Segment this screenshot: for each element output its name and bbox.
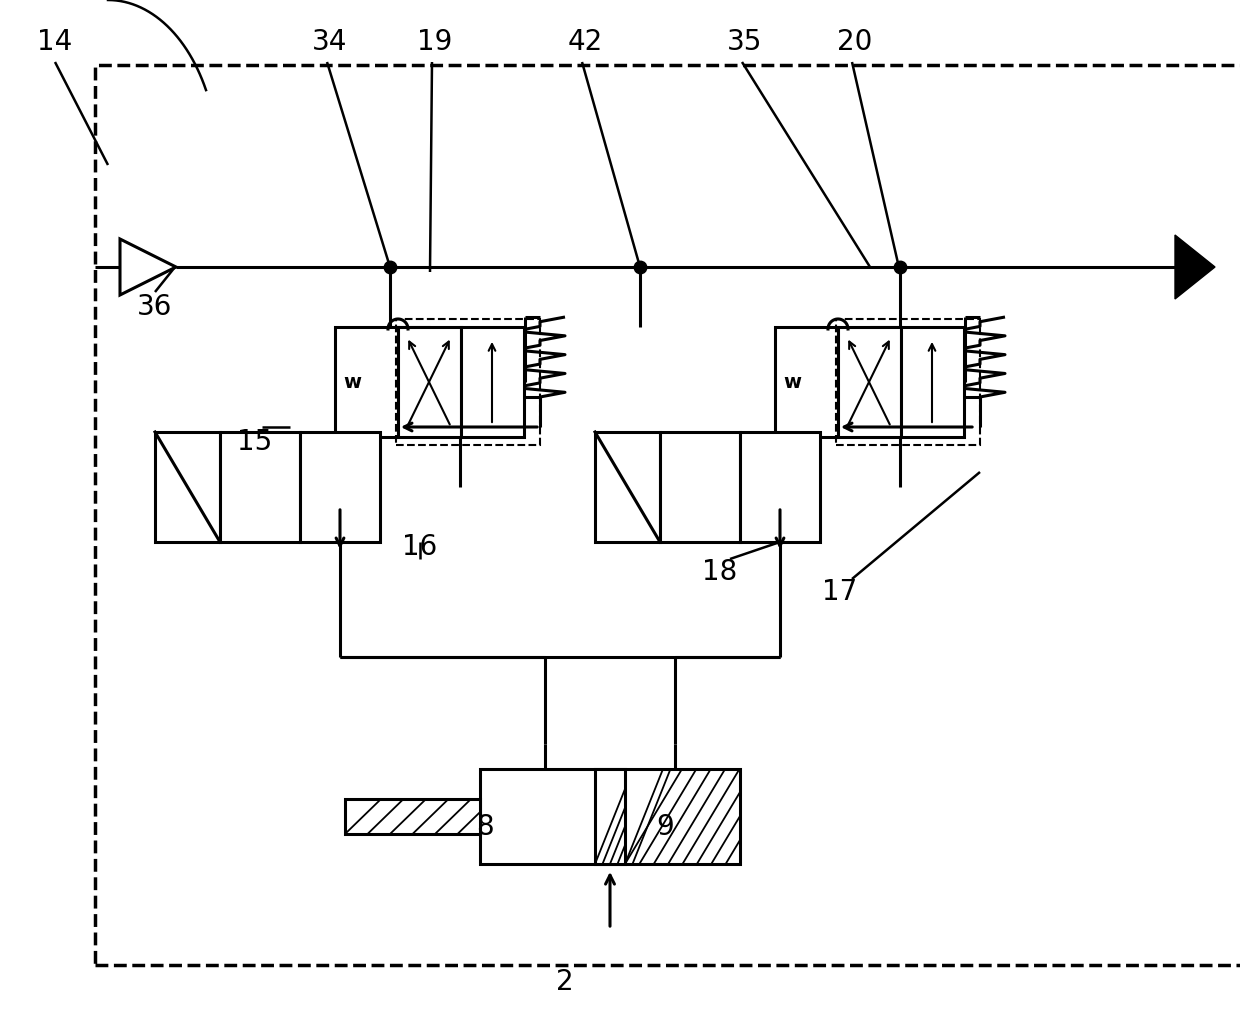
Bar [660,432,740,542]
Text: 9: 9 [656,813,673,841]
Bar [398,327,461,438]
Text: 2: 2 [557,968,574,996]
Text: 16: 16 [402,533,438,561]
Text: 19: 19 [418,28,453,56]
Bar [396,319,539,445]
Text: 8: 8 [476,813,494,841]
Text: 17: 17 [822,578,858,606]
Bar [155,432,219,542]
Text: 14: 14 [37,28,73,56]
Text: 15: 15 [237,428,273,456]
Bar [480,769,740,864]
Text: 42: 42 [568,28,603,56]
Bar [95,65,1240,965]
Bar [901,327,963,438]
Polygon shape [1176,235,1215,299]
Bar [335,327,398,438]
Bar [775,327,838,438]
Text: 20: 20 [837,28,873,56]
Text: w: w [343,373,361,391]
Text: 34: 34 [312,28,347,56]
Text: 36: 36 [138,293,172,321]
Bar [595,769,625,864]
Bar [836,319,980,445]
Bar [300,432,379,542]
Bar [345,799,480,834]
Text: 35: 35 [728,28,763,56]
Bar [595,432,660,542]
Bar [740,432,820,542]
Bar [219,432,300,542]
Text: w: w [782,373,801,391]
Text: 18: 18 [702,558,738,586]
Bar [461,327,525,438]
Bar [838,327,901,438]
